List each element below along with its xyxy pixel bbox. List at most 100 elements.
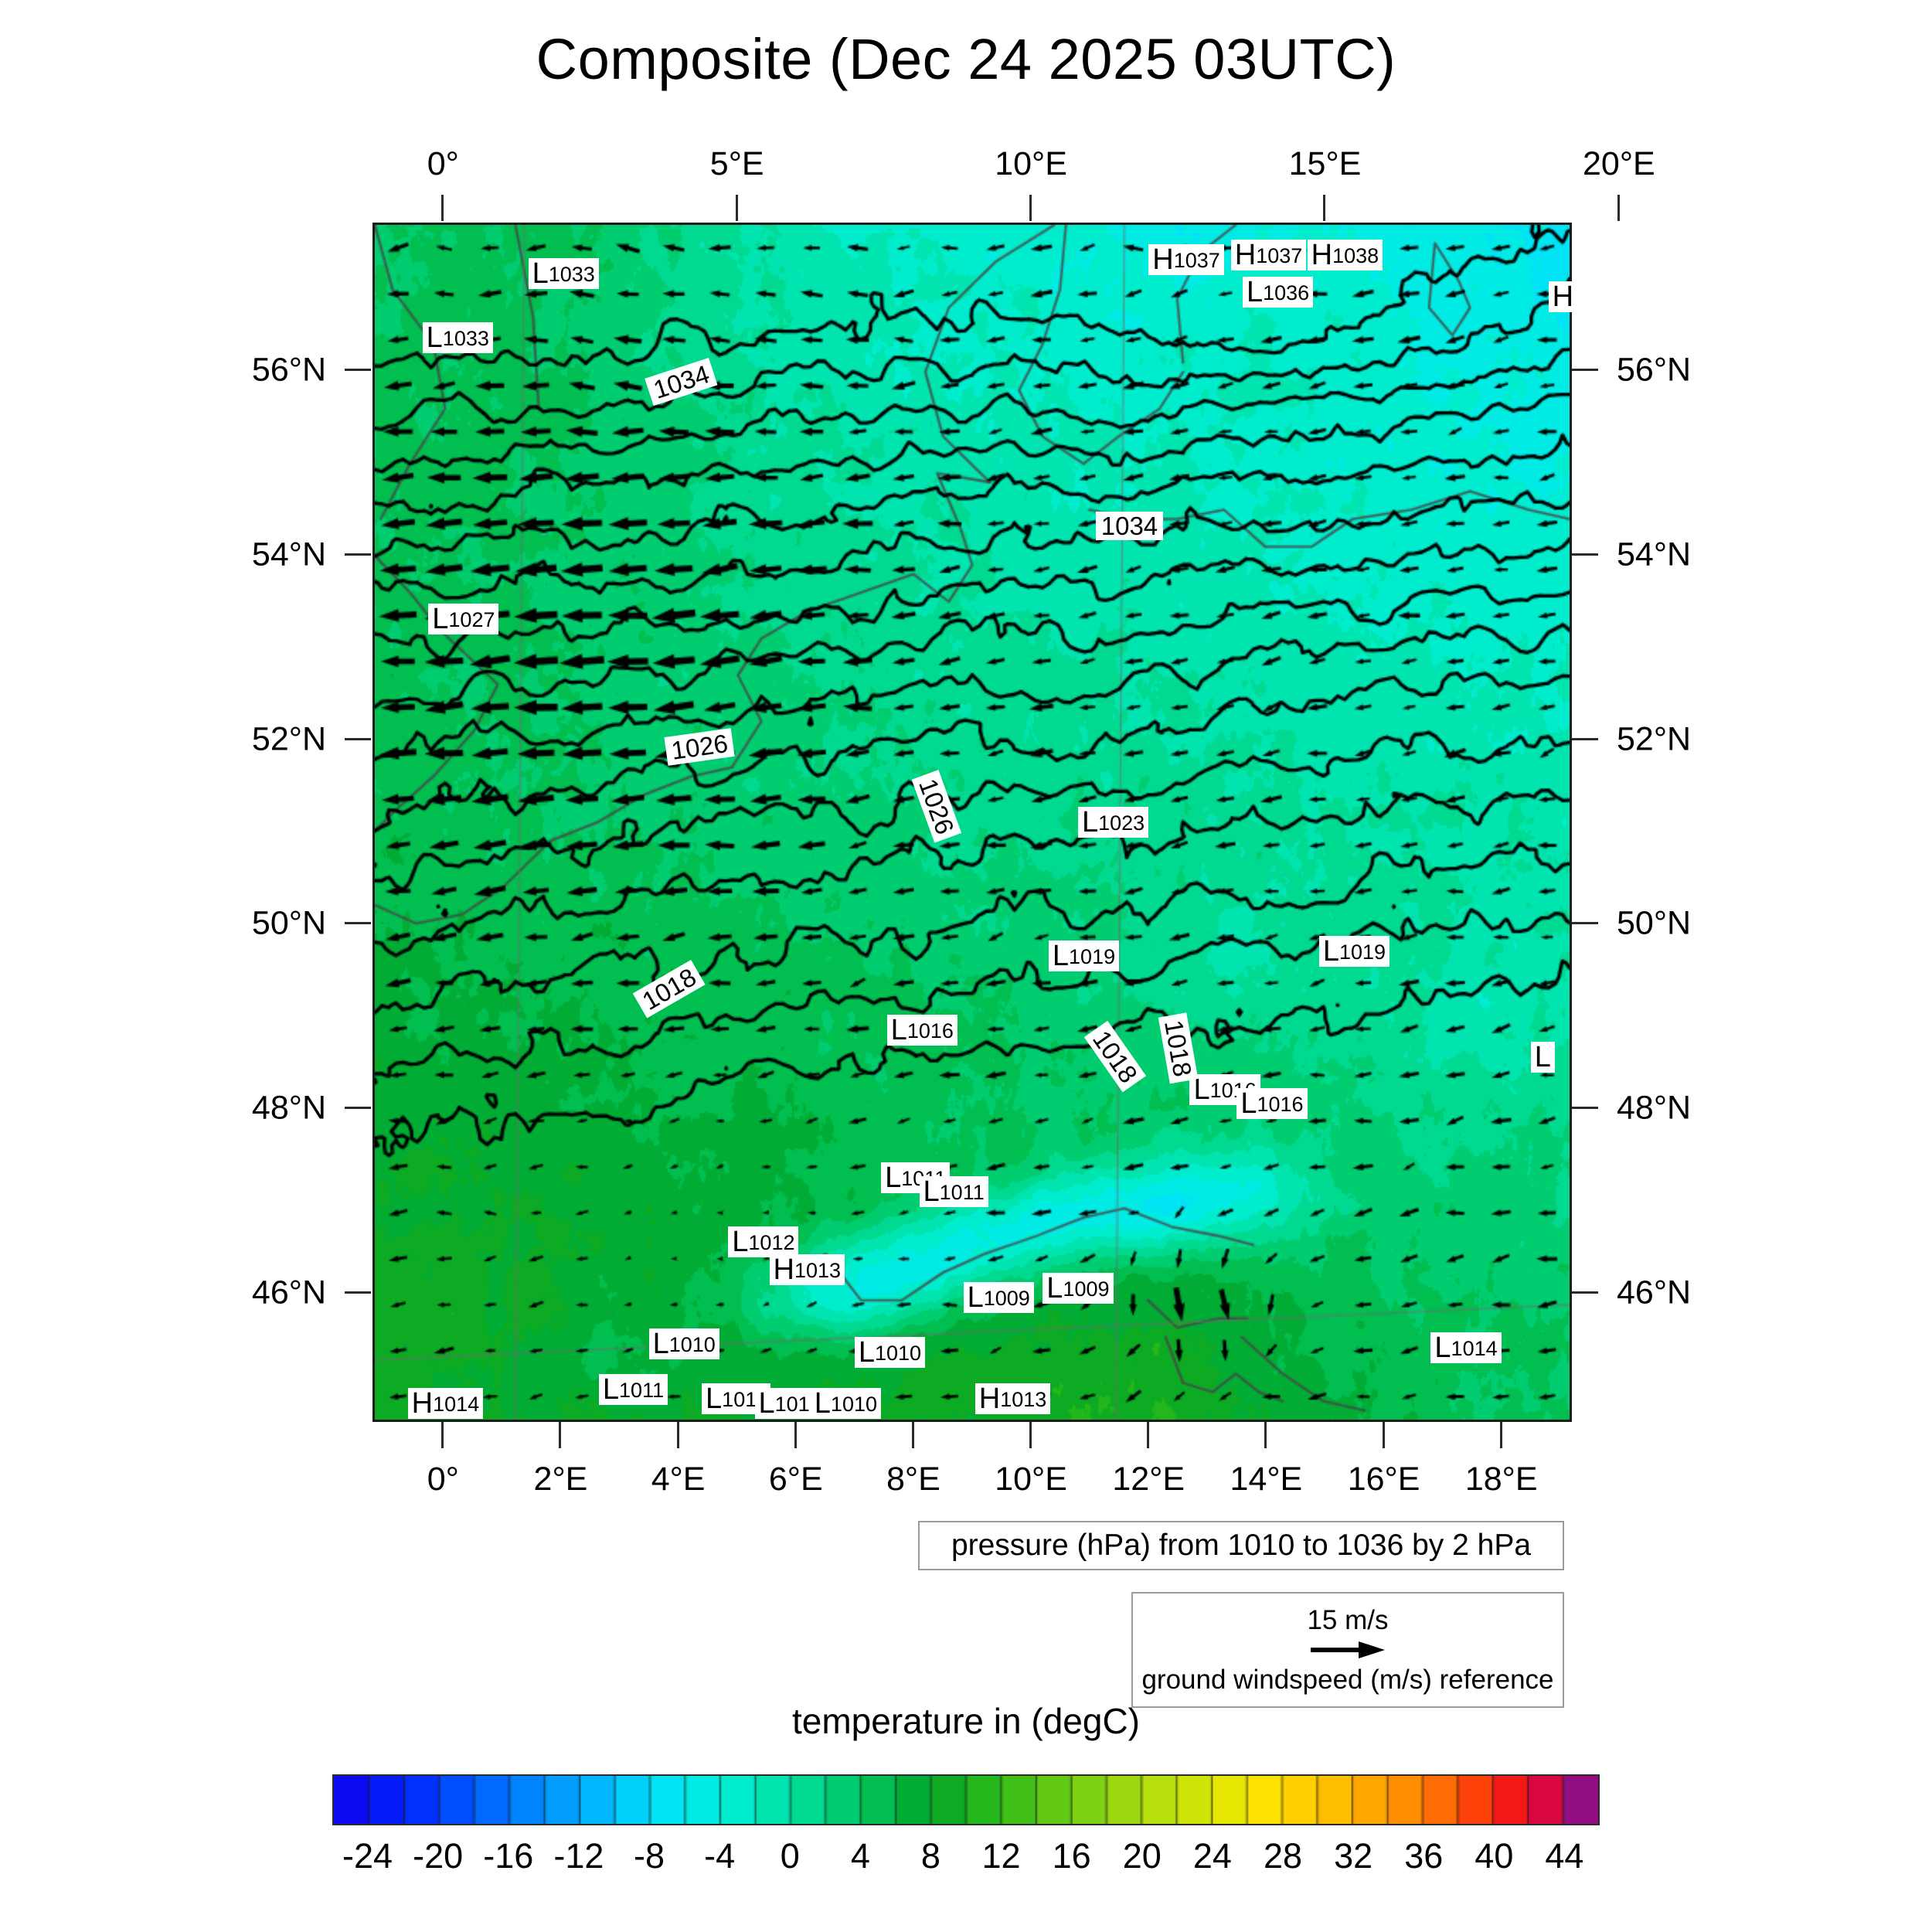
- pressure-low-label: L1009: [1043, 1271, 1114, 1304]
- pressure-low-label: L1009: [963, 1281, 1034, 1313]
- pressure-low-label: L1012: [728, 1226, 799, 1258]
- x-axis-tick-bottom: [1147, 1422, 1150, 1448]
- colorbar-tick-label: -20: [413, 1836, 464, 1876]
- y-axis-tick-right: [1572, 737, 1598, 740]
- pressure-low-label: L1033: [422, 322, 493, 354]
- x-axis-tick-bottom: [1499, 1422, 1502, 1448]
- x-axis-label-top: 5°E: [709, 145, 764, 182]
- y-axis-label-right: 50°N: [1617, 904, 1692, 942]
- pressure-extremum-type: L: [814, 1387, 831, 1420]
- x-axis-tick-bottom: [911, 1422, 914, 1448]
- pressure-high-label: H1037: [1230, 239, 1307, 270]
- y-axis-tick-right: [1572, 369, 1598, 371]
- pressure-extremum-type: H: [1311, 238, 1333, 271]
- pressure-high-label: H1038: [1307, 238, 1383, 271]
- pressure-extremum-value: 1038: [1332, 243, 1379, 267]
- x-axis-tick-top: [1617, 195, 1620, 221]
- pressure-extremum-type: L: [890, 1013, 907, 1046]
- colorbar-tick-label: 28: [1263, 1836, 1303, 1876]
- pressure-low-label: L1023: [1077, 807, 1149, 838]
- x-axis-label-bottom: 14°E: [1230, 1461, 1303, 1498]
- pressure-low-label: L1016: [886, 1013, 957, 1046]
- x-axis-tick-top: [735, 195, 738, 221]
- pressure-high-label: H1013: [769, 1253, 845, 1286]
- x-axis-label-top: 20°E: [1583, 145, 1655, 182]
- pressure-low-label: L1010: [854, 1337, 926, 1369]
- y-axis-tick-right: [1572, 553, 1598, 556]
- pressure-legend-text: pressure (hPa) from 1010 to 1036 by 2 hP…: [951, 1529, 1532, 1562]
- pressure-extremum-type: L: [1322, 935, 1339, 968]
- pressure-high-label: H1014: [407, 1388, 484, 1420]
- x-axis-tick-bottom: [676, 1422, 679, 1448]
- pressure-extremum-value: 1010: [668, 1332, 716, 1356]
- pressure-extremum-value: 1009: [1063, 1277, 1110, 1301]
- y-axis-label-left: 46°N: [251, 1274, 326, 1311]
- x-axis-label-bottom: 6°E: [768, 1461, 823, 1498]
- pressure-low-label: L1036: [1242, 275, 1314, 308]
- colorbar-tick-label: 20: [1122, 1836, 1162, 1876]
- x-axis-label-bottom: 4°E: [651, 1461, 706, 1498]
- colorbar-tick-label: 24: [1192, 1836, 1232, 1876]
- x-axis-label-top: 15°E: [1288, 145, 1362, 182]
- pressure-low-label: L1027: [428, 603, 499, 636]
- pressure-extremum-type: L: [758, 1387, 775, 1420]
- y-axis-label-right: 48°N: [1617, 1089, 1692, 1127]
- pressure-extremum-type: L: [1046, 1271, 1063, 1304]
- pressure-low-label: L: [1530, 1042, 1555, 1073]
- y-axis-tick-left: [345, 1291, 371, 1294]
- pressure-extremum-value: 1019: [1339, 940, 1386, 964]
- pressure-extremum-type: H: [773, 1253, 794, 1286]
- pressure-extremum-type: L: [602, 1373, 620, 1406]
- y-axis-tick-left: [345, 369, 371, 371]
- map-frame: [372, 223, 1572, 1422]
- colorbar: [332, 1774, 1600, 1825]
- pressure-high-label: H1037: [1148, 243, 1224, 275]
- pressure-extremum-value: 1016: [1257, 1093, 1304, 1117]
- pressure-extremum-type: L: [532, 257, 549, 290]
- colorbar-tick-label: 36: [1404, 1836, 1444, 1876]
- pressure-low-label: L1016: [1236, 1088, 1308, 1120]
- pressure-extremum-value: 1014: [433, 1393, 480, 1417]
- pressure-extremum-value: 1036: [1263, 281, 1310, 304]
- pressure-extremum-value: 1014: [1451, 1337, 1498, 1361]
- pressure-low-label: L1019: [1048, 940, 1120, 973]
- colorbar-tick-label: -12: [553, 1836, 604, 1876]
- colorbar-canvas: [332, 1774, 1600, 1825]
- pressure-extremum-type: L: [1246, 275, 1264, 308]
- page-title: Composite (Dec 24 2025 03UTC): [536, 27, 1396, 91]
- colorbar-tick-label: -16: [483, 1836, 534, 1876]
- pressure-extremum-type: L: [885, 1161, 902, 1194]
- x-axis-tick-bottom: [1382, 1422, 1385, 1448]
- pressure-extremum-value: 1010: [830, 1393, 877, 1417]
- map-plot-area: [372, 223, 1572, 1422]
- x-axis-label-top: 10°E: [995, 145, 1067, 182]
- pressure-low-label: L1010: [810, 1387, 881, 1420]
- pressure-extremum-type: L: [923, 1175, 940, 1208]
- y-axis-label-left: 50°N: [251, 904, 326, 942]
- pressure-low-label: L1010: [648, 1328, 719, 1359]
- colorbar-tick-label: 32: [1334, 1836, 1373, 1876]
- pressure-extremum-type: L: [432, 603, 449, 636]
- y-axis-label-left: 56°N: [251, 351, 326, 389]
- pressure-legend: pressure (hPa) from 1010 to 1036 by 2 hP…: [918, 1521, 1564, 1570]
- pressure-extremum-type: L: [1052, 940, 1070, 973]
- colorbar-tick-label: -24: [342, 1836, 393, 1876]
- colorbar-tick-label: 0: [780, 1836, 800, 1876]
- y-axis-label-right: 52°N: [1617, 720, 1692, 758]
- pressure-contour-label: 1034: [1095, 511, 1164, 540]
- pressure-extremum-value: 1016: [906, 1019, 954, 1043]
- colorbar-tick-label: -8: [633, 1836, 665, 1876]
- x-axis-tick-top: [441, 195, 444, 221]
- pressure-extremum-value: 1011: [939, 1180, 985, 1204]
- pressure-wind-overlay-canvas: [375, 225, 1570, 1420]
- y-axis-tick-right: [1572, 922, 1598, 925]
- colorbar-tick-label: 4: [850, 1836, 870, 1876]
- pressure-extremum-value: 1033: [548, 262, 595, 286]
- wind-reference-legend: 15 m/s ground windspeed (m/s) reference: [1131, 1592, 1564, 1708]
- pressure-extremum-value: 1013: [1000, 1388, 1047, 1412]
- pressure-low-label: L1033: [528, 257, 599, 290]
- pressure-high-label: H: [1548, 281, 1578, 312]
- colorbar-tick-layer: -24 -20 -16 -12 -8 -4 0 4 8 12 16 20 24 28 32 36 40 44: [332, 1836, 1600, 1883]
- colorbar-tick-label: 8: [920, 1836, 940, 1876]
- colorbar-tick-label: 44: [1545, 1836, 1584, 1876]
